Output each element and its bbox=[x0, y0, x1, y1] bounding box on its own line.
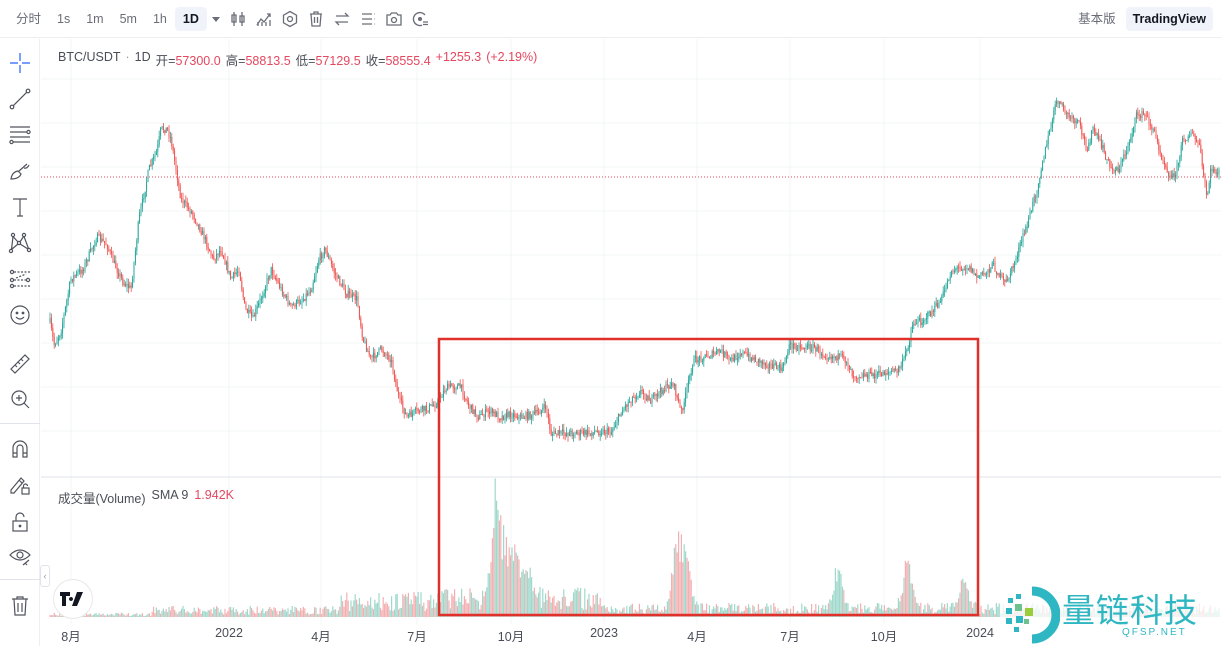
legend-separator: · bbox=[125, 50, 130, 64]
tradingview-logo-icon bbox=[60, 592, 83, 606]
settings-icon[interactable] bbox=[277, 7, 303, 31]
timeframe-fenshi[interactable]: 分时 bbox=[16, 11, 42, 26]
volume-sma-label: SMA 9 bbox=[151, 488, 189, 502]
trend-line-icon[interactable] bbox=[5, 84, 35, 114]
open-value: 57300.0 bbox=[175, 54, 221, 68]
fib-icon[interactable] bbox=[5, 120, 35, 150]
time-axis-label: 4月 bbox=[311, 630, 331, 644]
lock-icon[interactable] bbox=[5, 507, 35, 537]
drawing-tools-sidebar bbox=[0, 39, 40, 646]
watermark-logo-icon bbox=[1006, 586, 1060, 644]
list-icon[interactable] bbox=[355, 7, 381, 31]
timeframe-1m[interactable]: 1m bbox=[86, 11, 104, 26]
volume-sma-value: 1.942K bbox=[194, 488, 234, 502]
top-toolbar: 分时 1s 1m 5m 1h 1D 基本版 TradingView bbox=[0, 0, 1221, 38]
time-axis-label: 4月 bbox=[687, 630, 707, 644]
tradingview-button[interactable]: TradingView bbox=[1125, 7, 1213, 31]
lock-drawing-icon[interactable] bbox=[5, 470, 35, 500]
brush-icon[interactable] bbox=[5, 156, 35, 186]
time-axis-label: 2023 bbox=[590, 626, 618, 640]
low-value: 57129.5 bbox=[315, 54, 361, 68]
low-label: 低= bbox=[295, 54, 316, 68]
emoji-icon[interactable] bbox=[5, 300, 35, 330]
watermark: 量链科技 QFSP.NET bbox=[1000, 584, 1221, 646]
time-axis-label: 10月 bbox=[497, 630, 525, 644]
open-label: 开= bbox=[155, 54, 176, 68]
high-value: 58813.5 bbox=[245, 54, 291, 68]
pattern-icon[interactable] bbox=[5, 228, 35, 258]
volume-label: 成交量(Volume) bbox=[58, 492, 146, 506]
crosshair-icon[interactable] bbox=[5, 48, 35, 78]
tradingview-logo[interactable] bbox=[53, 579, 93, 619]
chart-area[interactable]: BTC/USDT · 1D 开=57300.0 高=58813.5 低=5712… bbox=[41, 39, 1221, 646]
time-axis-label: 7月 bbox=[780, 630, 800, 644]
chevron-down-icon[interactable] bbox=[207, 7, 225, 31]
highlight-box bbox=[437, 337, 980, 617]
replay-icon[interactable] bbox=[407, 7, 433, 31]
time-axis[interactable]: 8月 2022 4月 7月 10月 2023 4月 7月 10月 2024 bbox=[41, 624, 1221, 646]
zoom-in-icon[interactable] bbox=[5, 384, 35, 414]
volume-legend: 成交量(Volume) SMA 9 1.942K bbox=[58, 488, 234, 507]
magnet-icon[interactable] bbox=[5, 434, 35, 464]
symbol-legend: BTC/USDT · 1D 开=57300.0 高=58813.5 低=5712… bbox=[58, 50, 537, 69]
symbol-name: BTC/USDT bbox=[58, 50, 121, 64]
time-axis-label: 2022 bbox=[215, 626, 243, 640]
trash-icon[interactable] bbox=[5, 591, 35, 621]
candlestick-icon[interactable] bbox=[225, 7, 251, 31]
interval-label: 1D bbox=[134, 50, 151, 64]
time-axis-label: 10月 bbox=[870, 630, 898, 644]
basic-version-button[interactable]: 基本版 bbox=[1078, 12, 1116, 26]
eye-icon[interactable] bbox=[5, 541, 35, 571]
trash-icon[interactable] bbox=[303, 7, 329, 31]
time-axis-label: 2024 bbox=[966, 626, 994, 640]
change-percent: (+2.19%) bbox=[486, 50, 538, 64]
timeframe-1s[interactable]: 1s bbox=[57, 11, 71, 26]
timeframe-1d[interactable]: 1D bbox=[174, 6, 207, 31]
prediction-icon[interactable] bbox=[5, 264, 35, 294]
compare-icon[interactable] bbox=[329, 7, 355, 31]
time-axis-label: 8月 bbox=[61, 630, 81, 644]
timeframe-1h[interactable]: 1h bbox=[152, 11, 167, 26]
watermark-text: 量链科技 bbox=[1062, 591, 1198, 630]
close-label: 收= bbox=[365, 54, 386, 68]
sidebar-divider bbox=[0, 423, 40, 424]
price-volume-plot[interactable] bbox=[41, 39, 1221, 646]
time-axis-label: 7月 bbox=[407, 630, 427, 644]
collapse-sidebar-button[interactable]: ‹ bbox=[40, 565, 50, 587]
change-value: +1255.3 bbox=[435, 50, 482, 64]
indicators-icon[interactable] bbox=[251, 7, 277, 31]
ruler-icon[interactable] bbox=[5, 349, 35, 379]
sidebar-divider bbox=[0, 579, 40, 580]
high-label: 高= bbox=[225, 54, 246, 68]
watermark-subtext: QFSP.NET bbox=[1122, 627, 1187, 638]
timeframe-5m[interactable]: 5m bbox=[119, 11, 137, 26]
text-icon[interactable] bbox=[5, 192, 35, 222]
top-right-controls: 基本版 TradingView bbox=[1072, 7, 1213, 31]
camera-icon[interactable] bbox=[381, 7, 407, 31]
close-value: 58555.4 bbox=[385, 54, 431, 68]
